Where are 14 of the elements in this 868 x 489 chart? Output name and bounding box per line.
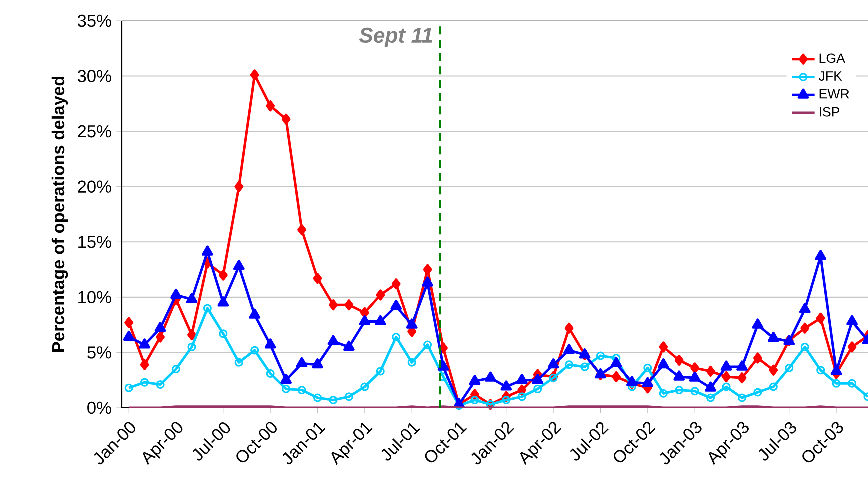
legend-label: EWR	[820, 89, 850, 99]
legend-label: LGA	[820, 54, 846, 64]
y-tick-label: 5%	[88, 346, 112, 359]
y-tick-label: 25%	[78, 125, 112, 138]
y-tick-label: 20%	[78, 180, 112, 193]
y-tick-label: 0%	[88, 402, 112, 414]
annotation: Sept 11	[359, 28, 432, 48]
y-tick-label: 10%	[78, 291, 112, 304]
y-tick-label: 30%	[78, 70, 112, 82]
y-axis-title: Percentage of operations delayed	[52, 76, 68, 352]
legend-label: JFK	[818, 72, 842, 81]
y-tick-label: 15%	[78, 236, 112, 248]
legend-label: ISP	[820, 107, 840, 117]
y-tick-label: 35%	[78, 14, 112, 28]
